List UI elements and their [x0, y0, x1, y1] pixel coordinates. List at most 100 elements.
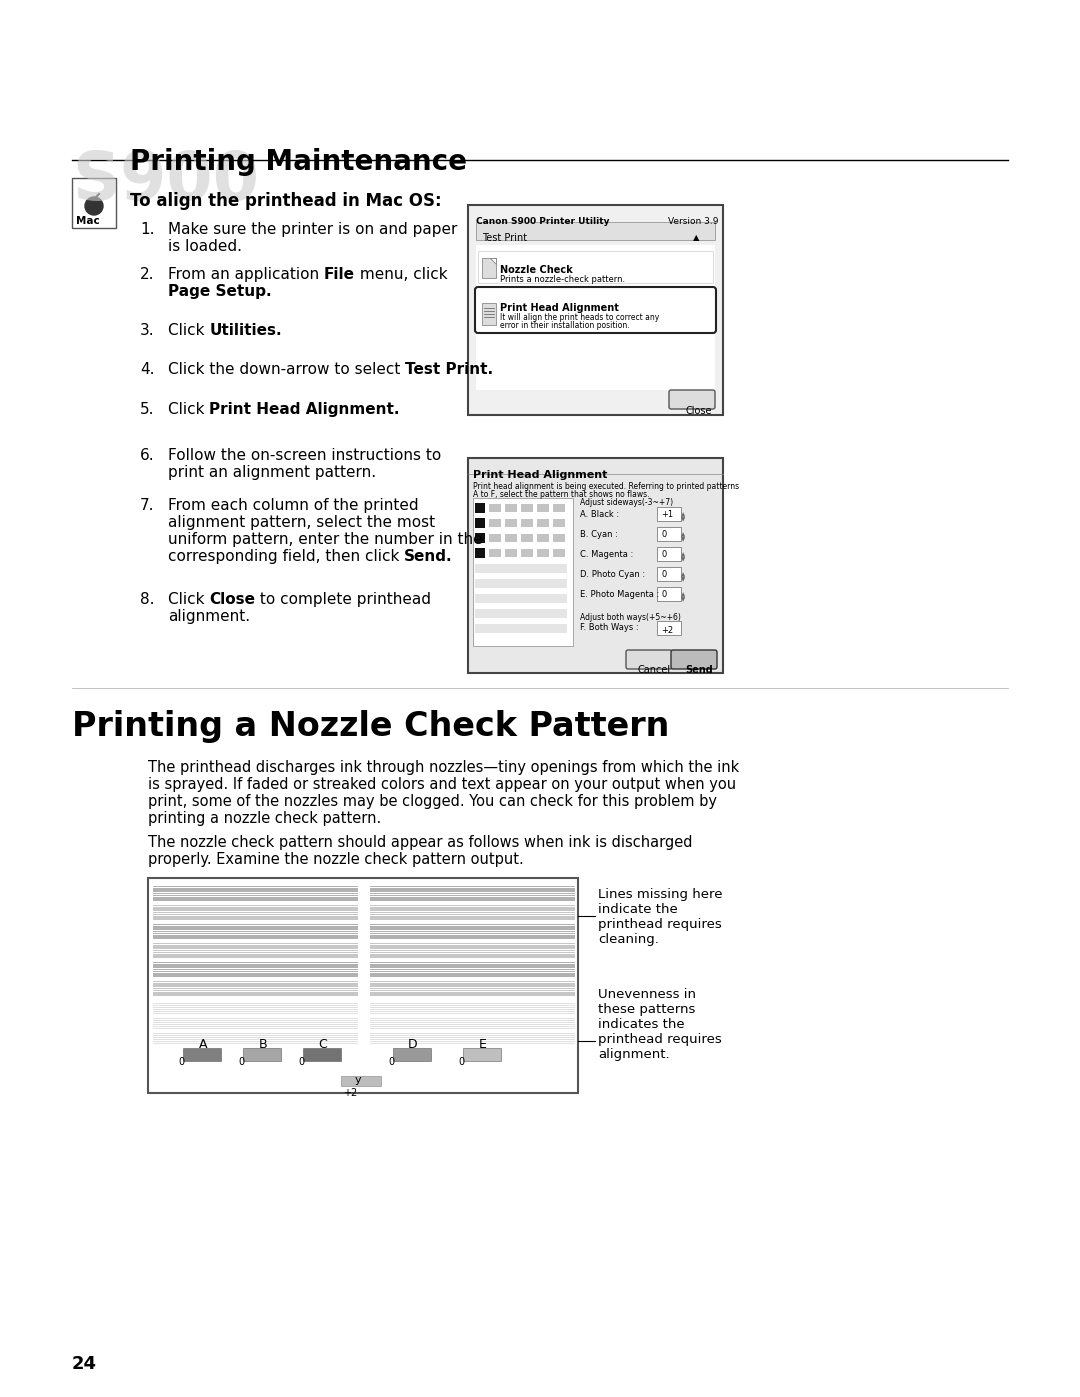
- Text: ▼: ▼: [681, 597, 685, 602]
- Bar: [553, 549, 565, 557]
- Bar: [478, 251, 713, 284]
- Text: Utilities.: Utilities.: [210, 323, 282, 338]
- Bar: [476, 222, 715, 240]
- Text: To align the printhead in Mac OS:: To align the printhead in Mac OS:: [130, 191, 442, 210]
- Circle shape: [85, 197, 103, 215]
- Text: 0: 0: [238, 1058, 244, 1067]
- Text: Lines missing here: Lines missing here: [598, 888, 723, 901]
- FancyBboxPatch shape: [657, 527, 681, 541]
- Text: Click: Click: [168, 323, 210, 338]
- Text: ▼: ▼: [681, 536, 685, 542]
- Text: Adjust both ways(+5~+6): Adjust both ways(+5~+6): [580, 613, 680, 622]
- Text: E: E: [480, 1038, 487, 1051]
- Text: Adjust sideways(-3~+7): Adjust sideways(-3~+7): [580, 497, 673, 507]
- Bar: [475, 548, 485, 557]
- Text: A to F, select the pattern that shows no flaws.: A to F, select the pattern that shows no…: [473, 490, 649, 499]
- Text: 0: 0: [661, 590, 666, 599]
- Bar: [475, 518, 485, 528]
- Bar: [553, 534, 565, 542]
- Text: The nozzle check pattern should appear as follows when ink is discharged: The nozzle check pattern should appear a…: [148, 835, 692, 849]
- Text: ▲: ▲: [681, 592, 685, 597]
- Bar: [475, 578, 567, 588]
- FancyBboxPatch shape: [657, 567, 681, 581]
- Text: Send.: Send.: [404, 549, 453, 564]
- Text: cleaning.: cleaning.: [598, 933, 659, 946]
- Bar: [475, 624, 567, 633]
- Bar: [489, 549, 501, 557]
- Bar: [489, 534, 501, 542]
- Text: alignment pattern, select the most: alignment pattern, select the most: [168, 515, 435, 529]
- Text: B: B: [259, 1038, 268, 1051]
- Text: menu, click: menu, click: [355, 267, 447, 282]
- Text: these patterns: these patterns: [598, 1003, 696, 1016]
- Text: F. Both Ways :: F. Both Ways :: [580, 623, 638, 631]
- Text: ▼: ▼: [681, 577, 685, 583]
- Bar: [489, 504, 501, 511]
- Text: indicates the: indicates the: [598, 1018, 685, 1031]
- Text: Cancel: Cancel: [638, 665, 671, 675]
- Text: ▼: ▼: [681, 557, 685, 562]
- Text: It will align the print heads to correct any: It will align the print heads to correct…: [500, 313, 659, 321]
- Text: Follow the on-screen instructions to: Follow the on-screen instructions to: [168, 448, 442, 462]
- Text: +1: +1: [661, 510, 673, 520]
- Bar: [468, 205, 723, 415]
- Text: Printing Maintenance: Printing Maintenance: [130, 148, 467, 176]
- Bar: [482, 303, 496, 326]
- Text: B. Cyan :: B. Cyan :: [580, 529, 618, 539]
- Text: C: C: [319, 1038, 327, 1051]
- Text: alignment.: alignment.: [598, 1048, 670, 1060]
- Text: error in their installation position.: error in their installation position.: [500, 321, 630, 330]
- Text: Prints a nozzle-check pattern.: Prints a nozzle-check pattern.: [500, 275, 625, 284]
- Text: 3.: 3.: [140, 323, 154, 338]
- Bar: [482, 258, 496, 278]
- Bar: [505, 504, 517, 511]
- Bar: [468, 458, 723, 673]
- Text: ▲: ▲: [681, 571, 685, 577]
- Text: 0: 0: [298, 1058, 305, 1067]
- Text: Click the down-arrow to select: Click the down-arrow to select: [168, 362, 405, 377]
- Bar: [475, 564, 567, 573]
- Bar: [475, 534, 485, 543]
- Text: ▼: ▼: [681, 517, 685, 522]
- Bar: [473, 497, 573, 645]
- Text: A. Black :: A. Black :: [580, 510, 619, 520]
- Text: The printhead discharges ink through nozzles—tiny openings from which the ink: The printhead discharges ink through noz…: [148, 760, 739, 775]
- Text: uniform pattern, enter the number in the: uniform pattern, enter the number in the: [168, 532, 483, 548]
- Bar: [521, 520, 534, 527]
- Text: indicate the: indicate the: [598, 902, 678, 916]
- Bar: [183, 1048, 221, 1060]
- Bar: [505, 549, 517, 557]
- Text: Test Print.: Test Print.: [405, 362, 494, 377]
- Text: C. Magenta :: C. Magenta :: [580, 550, 633, 559]
- FancyBboxPatch shape: [657, 548, 681, 562]
- FancyBboxPatch shape: [669, 390, 715, 409]
- FancyBboxPatch shape: [657, 507, 681, 521]
- Text: 5.: 5.: [140, 402, 154, 416]
- Bar: [341, 1076, 381, 1085]
- Text: Make sure the printer is on and paper: Make sure the printer is on and paper: [168, 222, 457, 237]
- Text: Close: Close: [685, 407, 712, 416]
- Text: 0: 0: [458, 1058, 464, 1067]
- Text: printhead requires: printhead requires: [598, 1032, 721, 1046]
- Bar: [537, 549, 549, 557]
- Bar: [303, 1048, 341, 1060]
- Text: 24: 24: [72, 1355, 97, 1373]
- FancyBboxPatch shape: [626, 650, 672, 669]
- Text: Printing a Nozzle Check Pattern: Printing a Nozzle Check Pattern: [72, 710, 670, 743]
- Text: 0: 0: [178, 1058, 184, 1067]
- Text: Print Head Alignment: Print Head Alignment: [500, 303, 619, 313]
- Text: Canon S900 Printer Utility: Canon S900 Printer Utility: [476, 217, 609, 226]
- Text: Test Print: Test Print: [482, 233, 527, 243]
- Bar: [537, 534, 549, 542]
- Text: S900: S900: [72, 148, 259, 214]
- Text: Send: Send: [685, 665, 713, 675]
- Text: ▲: ▲: [681, 552, 685, 557]
- Bar: [489, 520, 501, 527]
- Text: 0: 0: [661, 550, 666, 559]
- Text: 4.: 4.: [140, 362, 154, 377]
- Text: to complete printhead: to complete printhead: [255, 592, 431, 608]
- FancyBboxPatch shape: [475, 286, 716, 332]
- Bar: [72, 177, 116, 228]
- Text: 1.: 1.: [140, 222, 154, 237]
- Bar: [243, 1048, 281, 1060]
